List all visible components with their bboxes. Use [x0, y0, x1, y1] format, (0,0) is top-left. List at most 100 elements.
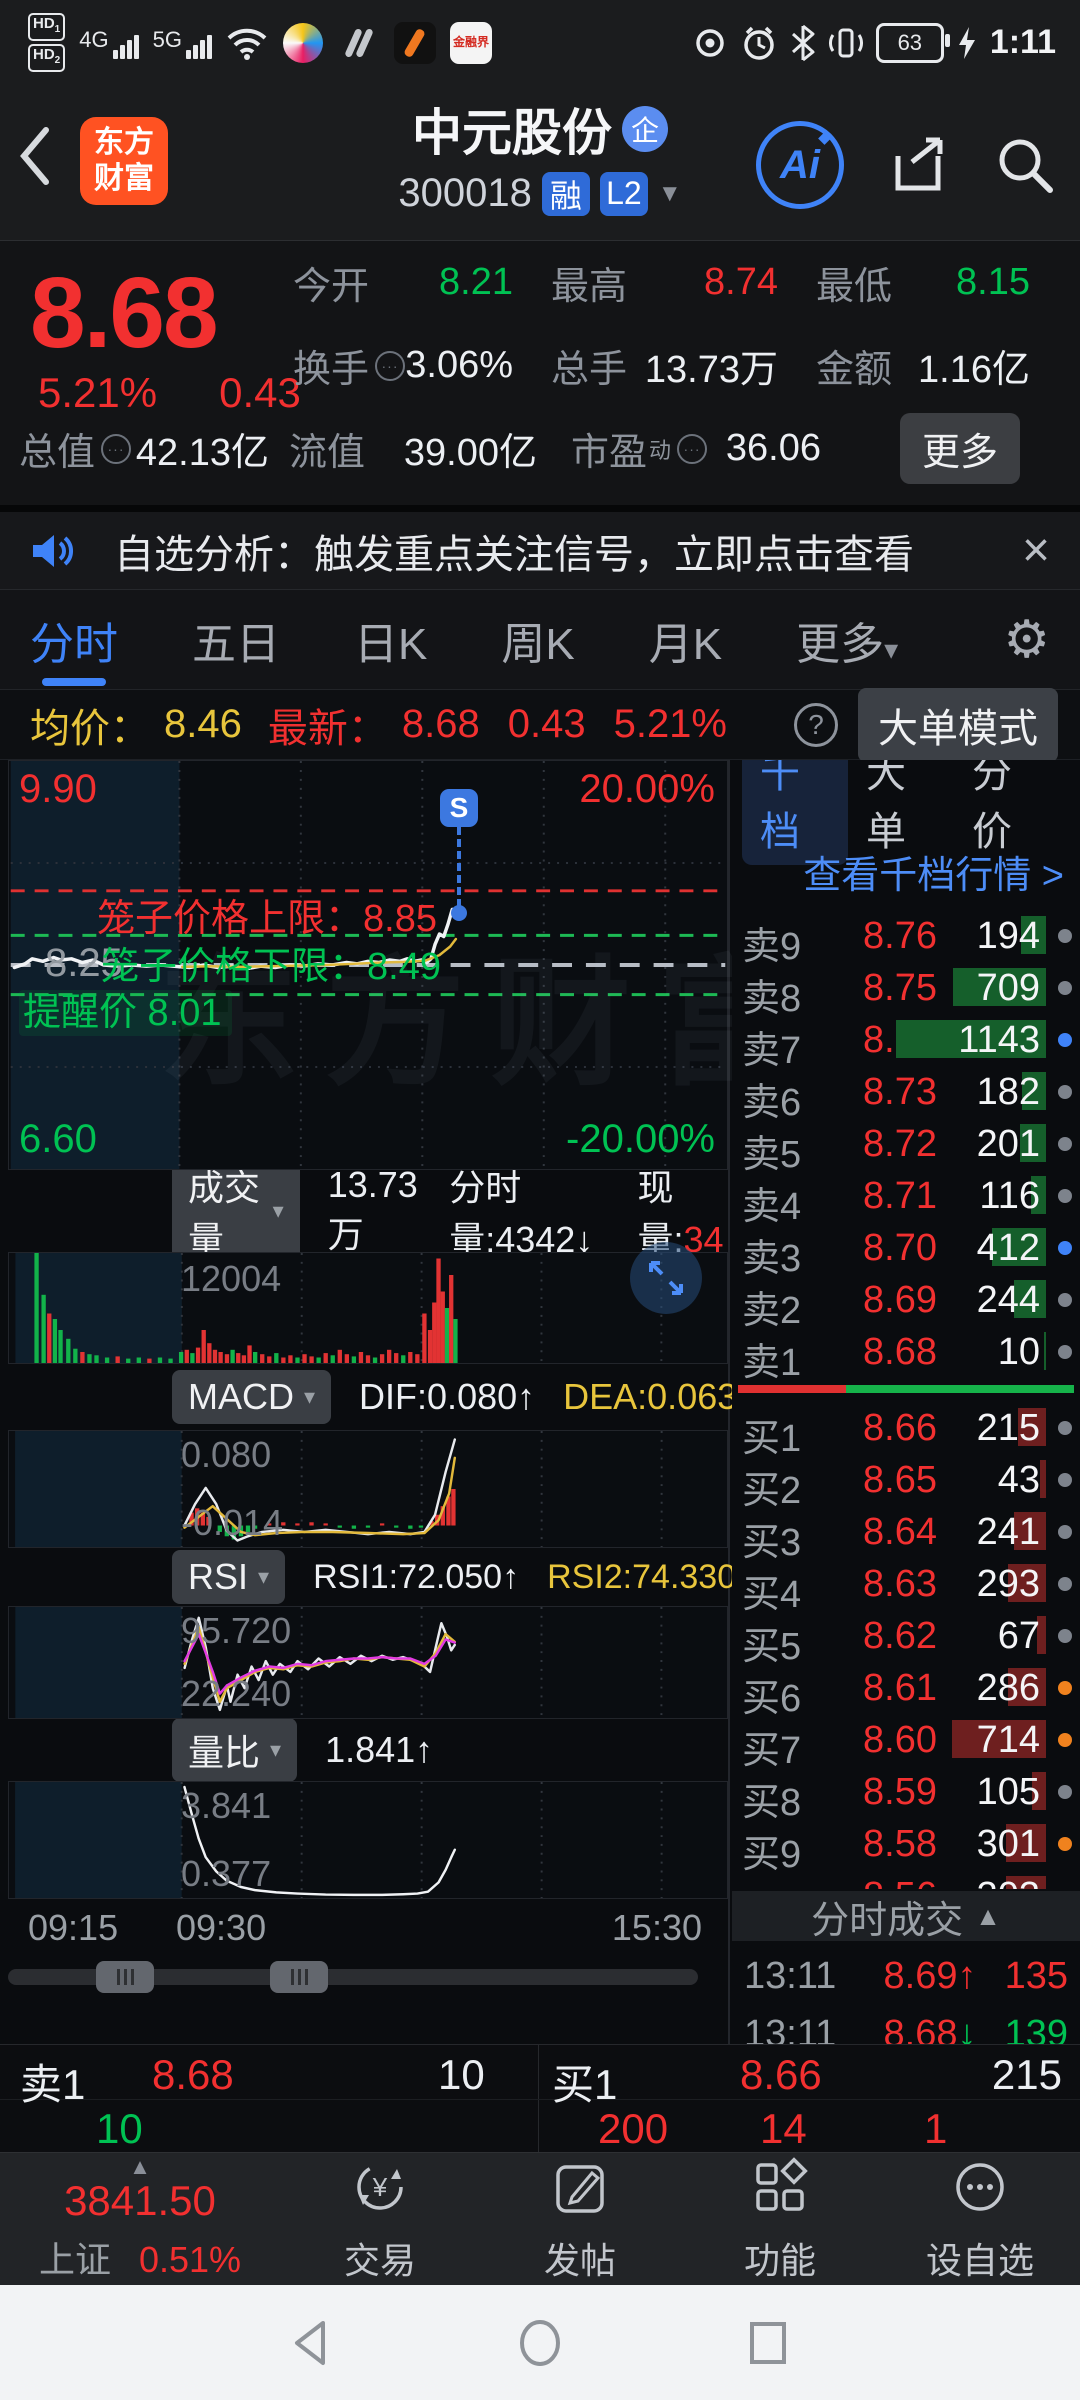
- level-link[interactable]: 查看千档行情 >: [803, 855, 1064, 897]
- bottom-quote[interactable]: 卖1 8.68 10 买1 8.66 215 10 200 14 1: [0, 2044, 1080, 2153]
- tab-五日[interactable]: 五日: [192, 619, 280, 669]
- order-row-买2[interactable]: 买2 8.65 43: [732, 1453, 1080, 1512]
- help-icon[interactable]: ?: [794, 702, 838, 747]
- order-row-买5[interactable]: 买5 8.62 67: [732, 1609, 1080, 1668]
- rsi-header: RSI▾ RSI1:72.050↑ RSI2:74.330↑ RSI3:73.7…: [0, 1548, 987, 1606]
- order-row-买4[interactable]: 买4 8.63 293: [732, 1557, 1080, 1616]
- queue-dot-icon[interactable]: [1058, 1421, 1072, 1435]
- order-row-卖2[interactable]: 卖2 8.69 244: [732, 1273, 1080, 1332]
- queue-dot-icon[interactable]: [1058, 1785, 1072, 1799]
- intraday-price-chart[interactable]: 东方财富 9.90 20.00% 6.60 -20.00% 8.25 笼子价格上…: [8, 760, 797, 1170]
- tab-分时[interactable]: 分时: [30, 594, 118, 686]
- queue-dot-icon[interactable]: [1058, 1241, 1072, 1255]
- order-row-买9[interactable]: 买9 8.58 301: [732, 1817, 1080, 1876]
- queue-dot-icon[interactable]: [1058, 1085, 1072, 1099]
- tab-月K[interactable]: 月K: [648, 619, 723, 669]
- close-icon[interactable]: ×: [1021, 524, 1050, 577]
- ai-assistant-button[interactable]: Ai: [756, 121, 844, 209]
- info-icon[interactable]: ···: [101, 433, 132, 464]
- code-caret-icon[interactable]: ▼: [657, 179, 682, 207]
- macd-chart[interactable]: 0.080 -0.014: [8, 1430, 728, 1548]
- panel-tab-大单[interactable]: 大单: [866, 760, 906, 854]
- more-button[interactable]: 更多: [899, 413, 1020, 484]
- order-row-买7[interactable]: 买7 8.60 714: [732, 1713, 1080, 1772]
- queue-dot-icon[interactable]: [1058, 1525, 1072, 1539]
- queue-dot-icon[interactable]: [1058, 1345, 1072, 1359]
- notice-bar[interactable]: 自选分析：触发重点关注信号，立即点击查看 ×: [0, 512, 1080, 590]
- queue-dot-icon[interactable]: [1058, 1033, 1072, 1047]
- tab-more[interactable]: 更多▾: [796, 619, 899, 669]
- order-row-卖8[interactable]: 卖8 8.75 709: [732, 961, 1080, 1020]
- nav-item-features[interactable]: 功能: [680, 2153, 880, 2286]
- expand-chart-button[interactable]: [630, 1242, 702, 1314]
- queue-dot-icon[interactable]: [1058, 1837, 1072, 1851]
- big-order-mode-button[interactable]: 大单模式: [858, 687, 1058, 762]
- volume-chart[interactable]: 12004: [8, 1252, 728, 1364]
- index-name: 上证: [38, 2239, 111, 2280]
- period-tabs: 分时 五日 日K 周K 月K 更多▾ ⚙: [0, 590, 1080, 690]
- queue-dot-icon[interactable]: [1058, 1733, 1072, 1747]
- queue-dot-icon[interactable]: [1058, 1629, 1072, 1643]
- order-row-买8[interactable]: 买8 8.59 105: [732, 1765, 1080, 1824]
- sell-orders: 卖98.76194卖88.75709卖78.741143卖68.73182卖58…: [732, 909, 1080, 1384]
- index-quote[interactable]: ▲ 3841.50 上证 0.51%: [0, 2153, 280, 2286]
- share-icon[interactable]: [888, 134, 950, 196]
- liangbi-selector[interactable]: 量比 ▾: [172, 1718, 298, 1782]
- sell-signal-marker[interactable]: S: [440, 789, 478, 827]
- queue-dot-icon[interactable]: [1058, 1189, 1072, 1203]
- chart-subheader: 均价： 8.46 最新： 8.68 0.43 5.21% ? 大单模式: [0, 687, 1080, 762]
- search-icon[interactable]: [994, 134, 1056, 196]
- post-icon: [548, 2155, 612, 2224]
- android-back-icon[interactable]: [285, 2316, 339, 2370]
- volume-selector[interactable]: 成交量 ▾: [172, 1153, 300, 1269]
- queue-dot-icon[interactable]: [1058, 1473, 1072, 1487]
- tab-日K[interactable]: 日K: [354, 619, 428, 669]
- panel-tab-千档[interactable]: 千档: [742, 760, 848, 865]
- scrollbar-track[interactable]: [8, 1969, 698, 1985]
- nav-item-watchlist[interactable]: 设自选: [880, 2153, 1080, 2286]
- queue-dot-icon[interactable]: [1058, 981, 1072, 995]
- depth-bar: [1008, 1564, 1046, 1602]
- android-recents-icon[interactable]: [741, 2316, 795, 2370]
- scrollbar-handle-right[interactable]: [270, 1961, 328, 1993]
- order-row-买10[interactable]: 买108.56303: [732, 1869, 1080, 1889]
- order-row-卖4[interactable]: 卖4 8.71 116: [732, 1169, 1080, 1228]
- order-row-买3[interactable]: 买3 8.64 241: [732, 1505, 1080, 1564]
- tick-list-header[interactable]: 分时成交 ▲: [732, 1891, 1080, 1942]
- liangbi-chart[interactable]: 3.841 0.377: [8, 1781, 728, 1899]
- order-row-卖9[interactable]: 卖9 8.76 194: [732, 909, 1080, 968]
- scrollbar-handle-left[interactable]: [96, 1961, 154, 1993]
- nav-item-post[interactable]: 发帖: [480, 2153, 680, 2286]
- nav-item-trade[interactable]: ¥ 交易: [280, 2153, 480, 2286]
- order-row-买1[interactable]: 买1 8.66 215: [732, 1401, 1080, 1460]
- order-row-卖7[interactable]: 卖78.741143: [732, 1013, 1080, 1072]
- order-row-卖1[interactable]: 卖1 8.68 10: [732, 1325, 1080, 1384]
- order-row-卖6[interactable]: 卖6 8.73 182: [732, 1065, 1080, 1124]
- company-badge[interactable]: 企: [622, 106, 668, 152]
- queue-dot-icon[interactable]: [1058, 1137, 1072, 1151]
- rsi-selector[interactable]: RSI ▾: [172, 1550, 286, 1604]
- queue-dot-icon[interactable]: [1058, 1681, 1072, 1695]
- info-icon[interactable]: ···: [375, 350, 406, 381]
- gear-icon[interactable]: ⚙: [1003, 610, 1050, 669]
- time-label: 09:30: [176, 1907, 267, 1948]
- chart-scrollbar[interactable]: [8, 1951, 698, 2003]
- android-home-icon[interactable]: [513, 2316, 567, 2370]
- queue-dot-icon[interactable]: [1058, 929, 1072, 943]
- queue-dot-icon[interactable]: [1058, 1577, 1072, 1591]
- info-icon[interactable]: ···: [677, 433, 708, 464]
- queue-dot-icon[interactable]: [1058, 1293, 1072, 1307]
- order-row-卖3[interactable]: 卖3 8.70 412: [732, 1221, 1080, 1280]
- tab-周K[interactable]: 周K: [501, 619, 575, 669]
- back-icon[interactable]: [18, 125, 52, 187]
- stat-市盈: 市盈动 ··· 36.06: [571, 427, 821, 474]
- panel-tab-分价[interactable]: 分价: [972, 760, 1012, 854]
- order-row-买6[interactable]: 买6 8.61 286: [732, 1661, 1080, 1720]
- eastmoney-logo[interactable]: 东方 财富: [80, 117, 168, 205]
- rsi-chart[interactable]: 95.720 22.240: [8, 1606, 728, 1719]
- order-row-卖5[interactable]: 卖5 8.72 201: [732, 1117, 1080, 1176]
- macd-selector[interactable]: MACD ▾: [172, 1370, 332, 1424]
- latest-chg: 0.43: [507, 702, 586, 746]
- depth-bar: [896, 1020, 1046, 1058]
